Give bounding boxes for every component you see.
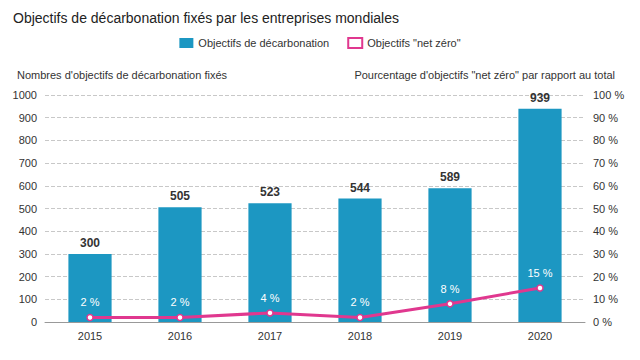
svg-text:4 %: 4 %: [261, 292, 280, 304]
svg-text:600: 600: [19, 180, 37, 192]
svg-text:60 %: 60 %: [593, 180, 618, 192]
svg-text:1000: 1000: [13, 89, 37, 101]
svg-text:2 %: 2 %: [81, 296, 100, 308]
svg-text:Objectifs "net zéro": Objectifs "net zéro": [367, 37, 460, 49]
svg-text:700: 700: [19, 157, 37, 169]
svg-text:2 %: 2 %: [171, 296, 190, 308]
svg-text:Objectifs de décarbonation fix: Objectifs de décarbonation fixés par les…: [13, 10, 399, 26]
svg-text:15 %: 15 %: [527, 267, 552, 279]
svg-text:50 %: 50 %: [593, 203, 618, 215]
svg-text:505: 505: [170, 189, 190, 203]
svg-text:8 %: 8 %: [441, 283, 460, 295]
svg-text:400: 400: [19, 225, 37, 237]
svg-text:Nombres d'objectifs de décarbo: Nombres d'objectifs de décarbonation fix…: [17, 69, 227, 81]
svg-text:300: 300: [80, 236, 100, 250]
svg-text:40 %: 40 %: [593, 225, 618, 237]
svg-text:200: 200: [19, 271, 37, 283]
svg-text:939: 939: [530, 91, 550, 105]
svg-text:523: 523: [260, 185, 280, 199]
svg-text:2 %: 2 %: [351, 296, 370, 308]
svg-text:Pourcentage d'objectifs "net z: Pourcentage d'objectifs "net zéro" par r…: [354, 69, 615, 81]
svg-text:30 %: 30 %: [593, 248, 618, 260]
svg-text:100 %: 100 %: [593, 89, 624, 101]
svg-text:0: 0: [31, 316, 37, 328]
svg-text:800: 800: [19, 134, 37, 146]
svg-text:589: 589: [440, 170, 460, 184]
svg-text:2020: 2020: [528, 330, 552, 342]
svg-text:80 %: 80 %: [593, 134, 618, 146]
svg-text:2016: 2016: [168, 330, 192, 342]
svg-text:Objectifs de décarbonation: Objectifs de décarbonation: [198, 37, 329, 49]
svg-text:2017: 2017: [258, 330, 282, 342]
svg-text:70 %: 70 %: [593, 157, 618, 169]
svg-text:500: 500: [19, 203, 37, 215]
svg-text:90 %: 90 %: [593, 112, 618, 124]
svg-text:100: 100: [19, 293, 37, 305]
svg-text:900: 900: [19, 112, 37, 124]
svg-text:10 %: 10 %: [593, 293, 618, 305]
svg-text:2019: 2019: [438, 330, 462, 342]
svg-text:2015: 2015: [78, 330, 102, 342]
svg-text:544: 544: [350, 181, 370, 195]
svg-text:300: 300: [19, 248, 37, 260]
svg-text:20 %: 20 %: [593, 271, 618, 283]
svg-text:0 %: 0 %: [593, 316, 612, 328]
svg-text:2018: 2018: [348, 330, 372, 342]
